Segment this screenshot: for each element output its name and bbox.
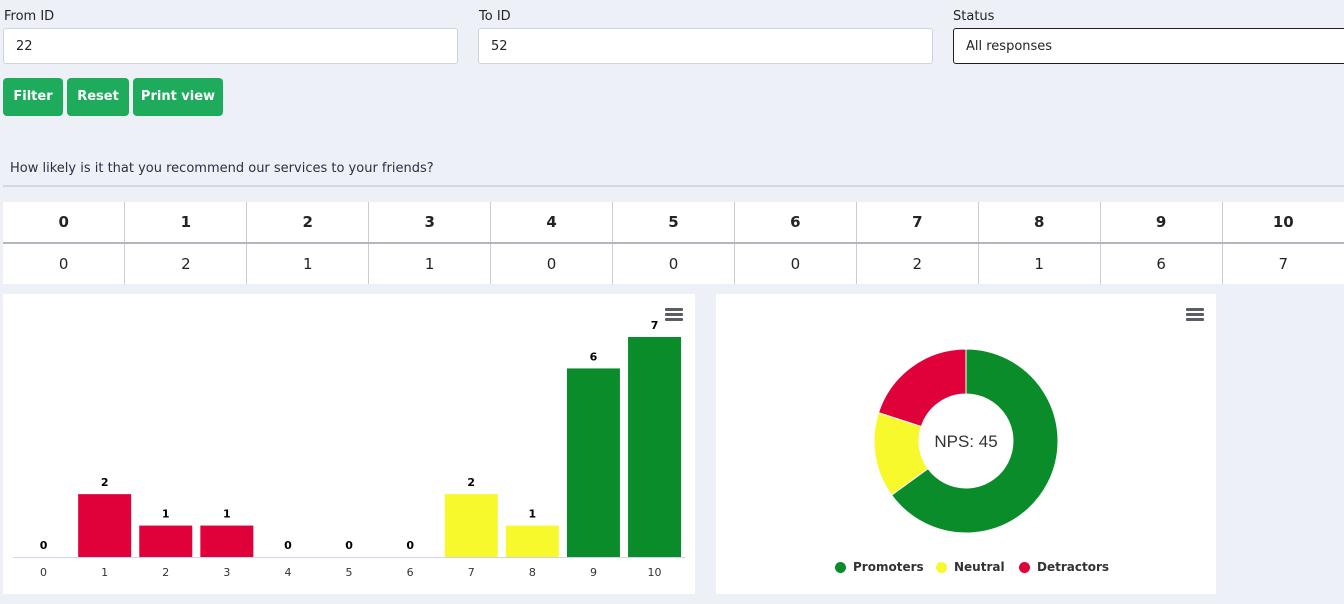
to-id-label: To ID [479, 9, 511, 24]
data-label: 1 [529, 508, 537, 521]
pie-slice-detractors [877, 348, 967, 428]
bar [628, 337, 682, 557]
score-header: 7 [856, 202, 979, 244]
x-tick-label: 8 [529, 566, 536, 579]
data-label: 0 [40, 539, 48, 552]
data-label: 2 [467, 476, 475, 489]
bar [505, 525, 559, 557]
score-header: 4 [490, 202, 614, 244]
bar-chart-card: 0 0 2 1 1 2 1 3 0 4 0 5 0 6 2 7 1 8 6 9 7 10 [3, 294, 695, 594]
data-label: 2 [101, 476, 109, 489]
score-header-row: 0 1 2 3 4 5 6 7 8 9 10 [3, 202, 1344, 244]
x-tick-label: 7 [468, 566, 475, 579]
data-label: 0 [406, 539, 414, 552]
score-count-row: 0 2 1 1 0 0 0 2 1 6 7 [3, 243, 1344, 284]
x-tick-label: 9 [590, 566, 597, 579]
score-header: 3 [368, 202, 492, 244]
legend-label: Promoters [853, 560, 924, 574]
score-count: 2 [124, 243, 248, 284]
bar-chart: 0 0 2 1 1 2 1 3 0 4 0 5 0 6 2 7 1 8 6 9 7 10 [13, 319, 686, 579]
score-count: 0 [490, 243, 614, 284]
score-count: 2 [856, 243, 979, 284]
score-header: 8 [978, 202, 1101, 244]
score-header: 0 [3, 202, 126, 244]
x-tick-label: 0 [40, 566, 47, 579]
score-header: 5 [612, 202, 735, 244]
question-text: How likely is it that you recommend our … [10, 161, 434, 176]
to-id-input[interactable]: 52 [478, 28, 933, 64]
score-header: 9 [1100, 202, 1223, 244]
legend-dot [835, 561, 846, 573]
legend-dot [1019, 561, 1030, 573]
score-table: 0 1 2 3 4 5 6 7 8 9 10 0 2 1 1 0 0 0 2 1… [3, 202, 1344, 284]
x-tick-label: 2 [162, 566, 169, 579]
pie-slice-promoters [890, 348, 1059, 534]
score-header: 1 [124, 202, 248, 244]
score-count: 0 [734, 243, 857, 284]
x-tick-label: 10 [648, 566, 662, 579]
score-count: 1 [978, 243, 1101, 284]
legend-label: Detractors [1037, 560, 1110, 574]
x-tick-label: 3 [223, 566, 230, 579]
status-select[interactable]: All responses [953, 28, 1344, 64]
data-label: 7 [651, 319, 659, 332]
score-count: 7 [1278, 255, 1289, 273]
score-header: 10 [1222, 202, 1344, 244]
print-view-button[interactable]: Print view [133, 78, 223, 116]
score-header: 2 [246, 202, 370, 244]
bar [444, 494, 498, 557]
score-count: 6 [1100, 243, 1223, 284]
nps-center-label: NPS: 45 [934, 432, 997, 451]
score-count: 0 [3, 243, 126, 284]
reset-button[interactable]: Reset [67, 78, 129, 116]
nps-chart-card: NPS: 45 [716, 294, 1216, 594]
legend-item-detractors[interactable]: Detractors [1019, 560, 1109, 574]
score-count: 1 [246, 243, 370, 284]
bar [566, 368, 620, 557]
score-count: 0 [612, 243, 735, 284]
data-label: 6 [590, 350, 598, 363]
legend-item-neutral[interactable]: Neutral [936, 560, 1005, 574]
x-tick-label: 6 [407, 566, 414, 579]
legend-label: Neutral [954, 560, 1005, 574]
nps-donut-chart: NPS: 45 [873, 348, 1059, 534]
hamburger-menu-icon[interactable] [665, 308, 683, 322]
data-label: 0 [345, 539, 353, 552]
bar [200, 525, 254, 557]
data-label: 1 [162, 508, 170, 521]
x-tick-label: 5 [346, 566, 353, 579]
data-label: 0 [284, 539, 292, 552]
score-header: 6 [734, 202, 857, 244]
hamburger-menu-icon[interactable] [1186, 308, 1204, 322]
x-tick-label: 4 [284, 566, 291, 579]
x-tick-label: 1 [101, 566, 108, 579]
bar [78, 494, 132, 557]
from-id-input[interactable]: 22 [3, 28, 458, 64]
bar [139, 525, 193, 557]
legend-dot [936, 561, 947, 573]
status-label: Status [953, 9, 995, 24]
filter-button[interactable]: Filter [3, 78, 63, 116]
score-count: 1 [368, 243, 492, 284]
divider [3, 185, 1344, 187]
from-id-label: From ID [4, 9, 55, 24]
legend-item-promoters[interactable]: Promoters [835, 560, 924, 574]
data-label: 1 [223, 508, 231, 521]
